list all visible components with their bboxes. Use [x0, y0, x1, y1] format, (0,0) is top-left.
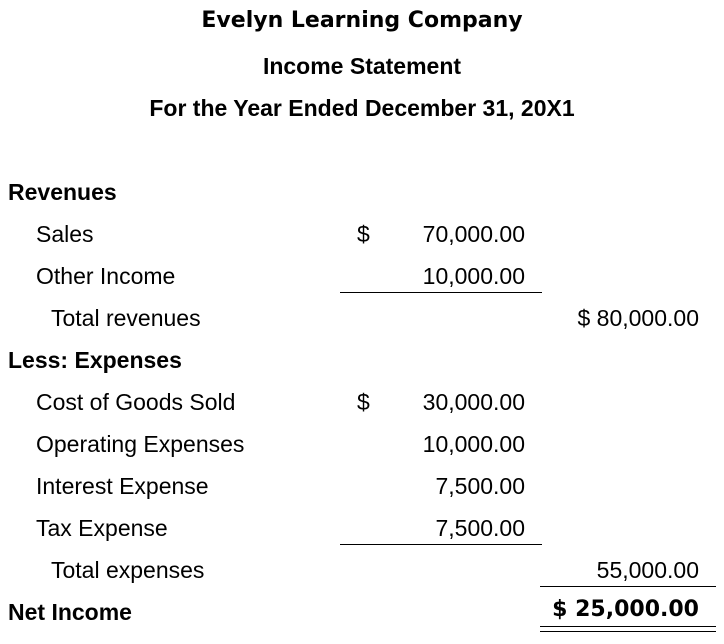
net-income-label: Net Income: [8, 599, 132, 625]
company-name: Evelyn Learning Company: [201, 8, 523, 33]
total-revenues-amount: $ 80,000.00: [577, 305, 699, 331]
total-expenses-label: Total expenses: [51, 557, 205, 583]
statement-period: For the Year Ended December 31, 20X1: [149, 95, 575, 121]
revenue-item-label: Other Income: [36, 263, 176, 289]
net-income-amount: $ 25,000.00: [552, 597, 699, 622]
revenues-subtotal-rule: [340, 292, 542, 293]
expense-item-currency: $: [357, 389, 370, 415]
total-expenses-amount: 55,000.00: [596, 557, 699, 583]
expense-item-amount: 30,000.00: [422, 389, 525, 415]
revenue-item-currency: $: [357, 221, 370, 247]
expense-item-label: Interest Expense: [36, 473, 209, 499]
net-income-double-rule-bottom: [540, 631, 716, 632]
revenues-heading: Revenues: [8, 179, 117, 205]
net-income-double-rule-top: [540, 626, 716, 627]
revenue-item-amount: 70,000.00: [422, 221, 525, 247]
expenses-heading: Less: Expenses: [8, 347, 182, 373]
revenue-item-label: Sales: [36, 221, 94, 247]
revenue-item-amount: 10,000.00: [422, 263, 525, 289]
expense-item-amount: 10,000.00: [422, 431, 525, 457]
expense-item-label: Operating Expenses: [36, 431, 245, 457]
expense-item-label: Cost of Goods Sold: [36, 389, 236, 415]
expense-item-amount: 7,500.00: [435, 515, 525, 541]
expense-item-label: Tax Expense: [36, 515, 168, 541]
expenses-total-rule: [540, 586, 716, 587]
expenses-subtotal-rule: [340, 544, 542, 545]
total-revenues-label: Total revenues: [51, 305, 201, 331]
expense-item-amount: 7,500.00: [435, 473, 525, 499]
statement-title: Income Statement: [262, 53, 462, 79]
